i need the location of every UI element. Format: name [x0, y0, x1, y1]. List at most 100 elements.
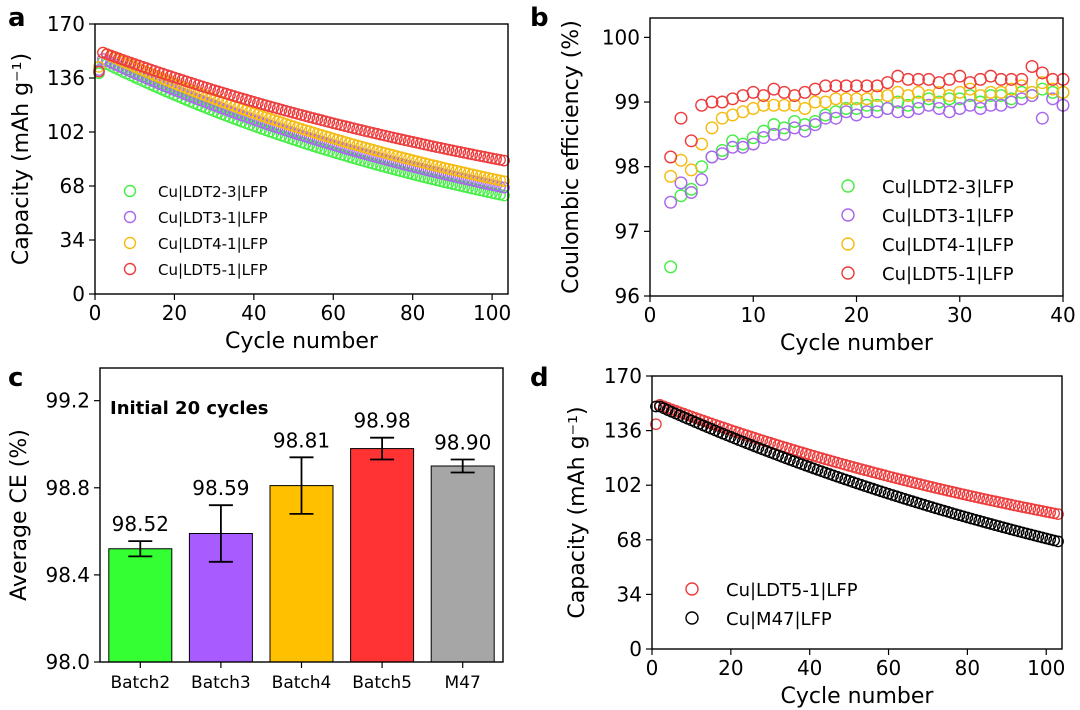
plot-frame: [651, 375, 1063, 650]
x-tick-label: Batch3: [191, 673, 251, 693]
y-axis-label: Capacity (mAh g⁻¹): [9, 53, 34, 265]
data-point: [454, 146, 467, 158]
x-tick-label: 0: [644, 303, 657, 327]
legend-marker: [685, 611, 699, 625]
data-point: [1028, 503, 1041, 516]
x-tick-label: Batch4: [272, 673, 332, 693]
data-point: [664, 195, 678, 209]
data-point: [860, 98, 874, 112]
data-point: [984, 85, 998, 99]
data-point: [829, 111, 843, 125]
data-point: [829, 79, 843, 93]
data-point: [434, 142, 447, 154]
data-point: [1046, 72, 1060, 86]
data-point: [466, 148, 479, 161]
data-point: [458, 146, 471, 159]
y-tick-label: 100: [602, 25, 640, 49]
y-tick-label: 98.4: [45, 563, 90, 587]
x-axis-label: Cycle number: [781, 684, 935, 709]
data-point: [470, 149, 483, 162]
data-point: [993, 496, 1005, 508]
x-tick-label: 80: [400, 301, 425, 325]
x-tick-label: 20: [844, 303, 869, 327]
bar-value-label: 98.90: [434, 430, 491, 454]
data-point: [498, 154, 510, 167]
data-point: [715, 147, 729, 161]
data-point: [911, 72, 925, 86]
data-point: [402, 135, 415, 147]
y-tick-label: 98.0: [45, 650, 90, 674]
legend-label: Cu|M47|LFP: [726, 609, 832, 630]
legend-label: Cu|LDT2-3|LFP: [882, 177, 1014, 198]
data-point: [664, 169, 678, 183]
y-axis-label: Average CE (%): [7, 429, 32, 601]
x-tick-label: 40: [1050, 303, 1075, 327]
data-point: [422, 139, 435, 152]
data-point: [414, 137, 427, 150]
data-point: [486, 172, 498, 185]
data-point: [494, 174, 506, 187]
data-point: [684, 134, 698, 148]
legend-marker: [685, 582, 699, 596]
data-point: [767, 127, 781, 141]
data-point: [458, 166, 471, 179]
data-point: [989, 495, 1001, 508]
x-tick-label: 40: [241, 301, 266, 325]
plot-frame: [649, 17, 1064, 297]
data-point: [1024, 502, 1037, 515]
data-point: [1046, 92, 1060, 106]
x-tick-label: 60: [321, 301, 346, 325]
data-point: [474, 170, 487, 182]
bar-value-label: 98.59: [192, 476, 249, 500]
legend-label: Cu|LDT5-1|LFP: [158, 261, 268, 279]
data-point: [839, 79, 853, 93]
legend-marker: [841, 208, 855, 222]
data-point: [470, 169, 483, 182]
data-point: [963, 82, 977, 96]
plot-frame: [99, 367, 504, 663]
data-point: [860, 79, 874, 93]
chart-b: 0 10 20 30 40 96 97 98 99 100 Cycle number Coulombi…: [559, 17, 1076, 356]
bar: [269, 485, 334, 663]
legend-marker: [841, 237, 855, 251]
x-tick-label: 40: [797, 656, 822, 680]
legend-marker: [123, 236, 137, 250]
y-tick-label: 99.2: [45, 389, 90, 413]
x-tick-label: 60: [876, 656, 901, 680]
data-point: [1000, 497, 1013, 510]
data-point: [839, 102, 853, 116]
data-point: [674, 176, 688, 190]
data-point: [442, 143, 455, 156]
data-point: [462, 147, 475, 160]
x-tick-label: 100: [1027, 656, 1065, 680]
y-axis-label: Capacity (mAh g⁻¹): [565, 406, 590, 618]
y-tick-label: 102: [604, 473, 642, 497]
y-tick-label: 136: [604, 419, 642, 443]
legend-marker: [841, 266, 855, 280]
chart-d: 0 20 40 60 80 100 0 34 68 102 136 170 Cycle number Ca…: [565, 364, 1065, 709]
data-point: [398, 134, 411, 146]
data-point: [1025, 59, 1039, 73]
data-point: [684, 163, 698, 177]
data-point: [490, 173, 502, 186]
y-tick-label: 34: [617, 582, 642, 606]
data-point: [406, 136, 419, 148]
panel-label-d: d: [530, 363, 549, 393]
data-point: [474, 150, 487, 162]
data-point: [798, 102, 812, 116]
data-point: [705, 95, 719, 109]
y-tick-label: 99: [615, 90, 640, 114]
data-point: [1048, 507, 1060, 520]
data-point: [850, 79, 864, 93]
data-point: [1025, 89, 1039, 103]
x-tick-label: 80: [955, 656, 980, 680]
legend-label: Cu|LDT2-3|LFP: [158, 183, 268, 201]
data-point: [650, 400, 662, 413]
y-tick-label: 0: [72, 282, 85, 306]
y-tick-label: 68: [60, 174, 85, 198]
legend-marker: [123, 210, 137, 224]
data-point: [498, 181, 510, 194]
data-point: [438, 142, 451, 155]
data-point: [482, 151, 494, 164]
data-point: [1016, 501, 1029, 513]
